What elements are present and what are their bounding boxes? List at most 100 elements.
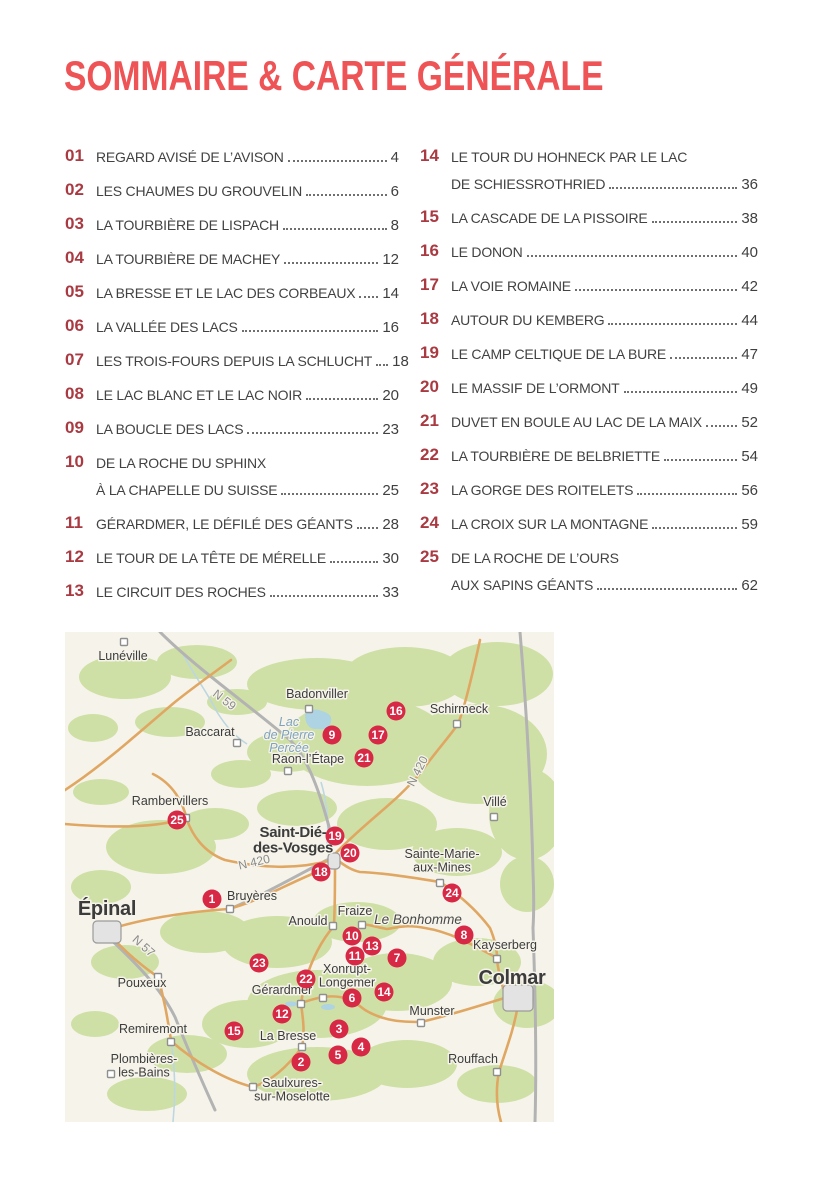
map-marker-25[interactable]: 25 bbox=[167, 810, 187, 830]
toc-entry-number: 06 bbox=[65, 316, 84, 335]
toc-page-number: 30 bbox=[382, 550, 399, 567]
map-town-luneville: Lunéville bbox=[97, 637, 149, 665]
map-marker-18[interactable]: 18 bbox=[311, 862, 331, 882]
map-marker-10[interactable]: 10 bbox=[342, 926, 362, 946]
marker-number: 2 bbox=[298, 1055, 305, 1069]
toc-page-number: 4 bbox=[390, 149, 399, 166]
town-label: les-Bains bbox=[118, 1066, 169, 1080]
toc-page-number: 14 bbox=[382, 285, 399, 302]
map-marker-5[interactable]: 5 bbox=[328, 1045, 348, 1065]
map-marker-2[interactable]: 2 bbox=[291, 1052, 311, 1072]
toc-entry-23[interactable]: 23 LA GORGE DES ROITELETS 56 bbox=[420, 474, 758, 501]
toc-entry-02[interactable]: 02 LES CHAUMES DU GROUVELIN 6 bbox=[65, 175, 399, 202]
toc-entry-06[interactable]: 06 LA VALLÉE DES LACS 16 bbox=[65, 311, 399, 338]
map-town-badonviller: Badonviller bbox=[285, 686, 349, 714]
toc-entry-17[interactable]: 17 LA VOIE ROMAINE 42 bbox=[420, 270, 758, 297]
toc-entry-03[interactable]: 03 LA TOURBIÈRE DE LISPACH 8 bbox=[65, 209, 399, 236]
town-icon bbox=[296, 999, 306, 1009]
toc-dotted-leader bbox=[705, 424, 738, 427]
toc-entry-04[interactable]: 04 LA TOURBIÈRE DE MACHEY 12 bbox=[65, 243, 399, 270]
toc-entry-number: 17 bbox=[420, 275, 439, 294]
toc-dotted-leader bbox=[597, 587, 738, 590]
toc-entry-number: 19 bbox=[420, 343, 439, 362]
map-marker-4[interactable]: 4 bbox=[351, 1037, 371, 1057]
toc-entry-21[interactable]: 21 DUVET EN BOULE AU LAC DE LA MAIX 52 bbox=[420, 406, 758, 433]
toc-entry-10[interactable]: 10 DE LA ROCHE DU SPHINX À LA CHAPELLE DU … bbox=[65, 447, 399, 501]
town-icon bbox=[225, 904, 235, 914]
toc-entry-09[interactable]: 09 LA BOUCLE DES LACS 23 bbox=[65, 413, 399, 440]
town-icon bbox=[416, 1018, 426, 1028]
toc-entry-20[interactable]: 20 LE MASSIF DE L’ORMONT 49 bbox=[420, 372, 758, 399]
toc-entry-12[interactable]: 12 LE TOUR DE LA TÊTE DE MÉRELLE 30 bbox=[65, 542, 399, 569]
town-label: Rambervillers bbox=[132, 794, 208, 808]
map-marker-20[interactable]: 20 bbox=[340, 843, 360, 863]
toc-entry-11[interactable]: 11 GÉRARDMER, LE DÉFILÉ DES GÉANTS 28 bbox=[65, 508, 399, 535]
marker-circle bbox=[325, 826, 345, 846]
town-label: Anould bbox=[289, 914, 328, 928]
marker-number: 19 bbox=[328, 829, 342, 843]
map-marker-3[interactable]: 3 bbox=[329, 1019, 349, 1039]
map-marker-14[interactable]: 14 bbox=[374, 982, 394, 1002]
map-marker-21[interactable]: 21 bbox=[354, 748, 374, 768]
toc-entry-number: 24 bbox=[420, 513, 439, 532]
toc-entry-title: LA TOURBIÈRE DE MACHEY bbox=[96, 251, 281, 267]
page-title: SOMMAIRE & CARTE GÉNÉRALE bbox=[64, 52, 604, 99]
map-marker-24[interactable]: 24 bbox=[442, 883, 462, 903]
toc-dotted-leader bbox=[526, 254, 738, 257]
toc-entry-18[interactable]: 18 AUTOUR DU KEMBERG 44 bbox=[420, 304, 758, 331]
toc-dotted-leader bbox=[269, 594, 379, 597]
marker-circle bbox=[329, 1019, 349, 1039]
map-marker-23[interactable]: 23 bbox=[249, 953, 269, 973]
toc-entry-title: LE TOUR DE LA TÊTE DE MÉRELLE bbox=[96, 550, 326, 566]
marker-number: 6 bbox=[349, 991, 356, 1005]
city-label: Saint-Dié- bbox=[259, 824, 326, 841]
map-marker-17[interactable]: 17 bbox=[368, 725, 388, 745]
map-marker-11[interactable]: 11 bbox=[345, 946, 365, 966]
toc-entry-number: 25 bbox=[420, 547, 439, 566]
map-marker-16[interactable]: 16 bbox=[386, 701, 406, 721]
toc-dotted-leader bbox=[664, 458, 738, 461]
toc-entry-13[interactable]: 13 LE CIRCUIT DES ROCHES 33 bbox=[65, 576, 399, 603]
toc-entry-05[interactable]: 05 LA BRESSE ET LE LAC DES CORBEAUX 14 bbox=[65, 277, 399, 304]
town-icon bbox=[283, 766, 293, 776]
map-marker-15[interactable]: 15 bbox=[224, 1021, 244, 1041]
town-icon bbox=[232, 738, 242, 748]
toc-entry-15[interactable]: 15 LA CASCADE DE LA PISSOIRE 38 bbox=[420, 202, 758, 229]
toc-entry-title: LE MASSIF DE L’ORMONT bbox=[451, 380, 620, 396]
toc-entry-title: LA VOIE ROMAINE bbox=[451, 278, 571, 294]
toc-entry-01[interactable]: 01 REGARD AVISÉ DE L’AVISON 4 bbox=[65, 141, 399, 168]
toc-entry-07[interactable]: 07 LES TROIS-FOURS DEPUIS LA SCHLUCHT 18 bbox=[65, 345, 409, 372]
town-icon bbox=[153, 972, 163, 982]
toc-entry-title: LA TOURBIÈRE DE LISPACH bbox=[96, 217, 279, 233]
town-icon bbox=[452, 719, 462, 729]
map-marker-12[interactable]: 12 bbox=[272, 1004, 292, 1024]
toc-entry-22[interactable]: 22 LA TOURBIÈRE DE BELBRIETTE 54 bbox=[420, 440, 758, 467]
town-icon bbox=[248, 1082, 258, 1092]
toc-dotted-leader bbox=[608, 322, 738, 325]
toc-entry-19[interactable]: 19 LE CAMP CELTIQUE DE LA BURE 47 bbox=[420, 338, 758, 365]
map-marker-8[interactable]: 8 bbox=[454, 925, 474, 945]
town-label: Baccarat bbox=[185, 725, 235, 739]
marker-circle bbox=[322, 725, 342, 745]
toc-entry-08[interactable]: 08 LE LAC BLANC ET LE LAC NOIR 20 bbox=[65, 379, 399, 406]
toc-entry-25[interactable]: 25 DE LA ROCHE DE L’OURS AUX SAPINS GÉANTS… bbox=[420, 542, 758, 596]
town-label: Munster bbox=[409, 1004, 454, 1018]
toc-entry-number: 01 bbox=[65, 146, 84, 165]
toc-dotted-leader bbox=[241, 329, 379, 332]
map-marker-1[interactable]: 1 bbox=[202, 889, 222, 909]
toc-entry-24[interactable]: 24 LA CROIX SUR LA MONTAGNE 59 bbox=[420, 508, 758, 535]
map-marker-19[interactable]: 19 bbox=[325, 826, 345, 846]
toc-entry-title: LE CIRCUIT DES ROCHES bbox=[96, 584, 266, 600]
map-marker-22[interactable]: 22 bbox=[296, 969, 316, 989]
toc-entry-14[interactable]: 14 LE TOUR DU HOHNECK PAR LE LAC DE SCHIES… bbox=[420, 141, 758, 195]
toc-entry-number: 13 bbox=[65, 581, 84, 600]
marker-circle bbox=[342, 988, 362, 1008]
map-marker-13[interactable]: 13 bbox=[362, 936, 382, 956]
map-marker-9[interactable]: 9 bbox=[322, 725, 342, 745]
map-marker-7[interactable]: 7 bbox=[387, 948, 407, 968]
toc-dotted-leader bbox=[637, 492, 738, 495]
marker-number: 12 bbox=[275, 1007, 289, 1021]
map-marker-6[interactable]: 6 bbox=[342, 988, 362, 1008]
general-map: Lunéville Baccarat Badonviller Raon-l’Étape… bbox=[63, 630, 565, 1124]
toc-entry-16[interactable]: 16 LE DONON 40 bbox=[420, 236, 758, 263]
